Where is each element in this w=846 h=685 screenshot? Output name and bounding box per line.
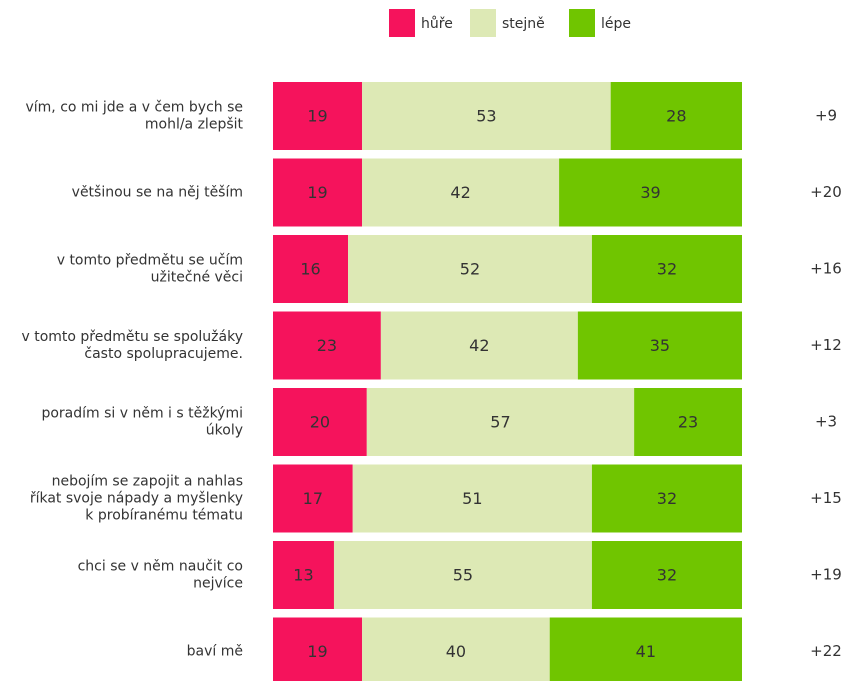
value-label: 57	[490, 413, 510, 432]
bar-segment	[333, 541, 592, 609]
value-label: 35	[650, 336, 670, 355]
value-label: 23	[678, 413, 698, 432]
bar-segment	[362, 158, 560, 227]
legend-label: lépe	[601, 16, 631, 32]
bar-segment	[591, 541, 742, 609]
value-label: 52	[460, 260, 480, 279]
net-label: +3	[815, 413, 837, 431]
value-label: 23	[317, 336, 337, 355]
bar-segment	[610, 82, 742, 150]
value-label: 53	[476, 107, 496, 126]
bar-segment	[549, 617, 742, 685]
value-label: 32	[657, 260, 677, 279]
net-label: +16	[810, 260, 842, 278]
category-label: často spolupracujeme.	[84, 346, 243, 362]
category-label: úkoly	[206, 423, 243, 439]
net-label: +15	[810, 489, 842, 507]
value-label: 40	[446, 642, 466, 661]
net-label: +12	[810, 336, 842, 354]
legend-swatch	[470, 9, 496, 37]
category-label: chci se v něm naučit co	[78, 559, 243, 575]
value-label: 20	[310, 413, 330, 432]
bar-segment	[273, 464, 353, 533]
bar-segment	[591, 235, 742, 303]
category-label: baví mě	[187, 644, 243, 660]
value-label: 55	[453, 566, 473, 585]
value-label: 42	[469, 336, 489, 355]
category-label: užitečné věci	[151, 270, 243, 286]
value-label: 19	[307, 642, 327, 661]
bar-segment	[380, 311, 578, 380]
bar-segment	[634, 388, 742, 456]
value-label: 16	[300, 260, 320, 279]
legend-label: stejně	[502, 16, 545, 32]
net-label: +22	[810, 642, 842, 660]
net-label: +9	[815, 107, 837, 125]
bar-segment	[273, 617, 363, 685]
value-label: 28	[666, 107, 686, 126]
bar-segment	[273, 388, 367, 456]
value-label: 42	[450, 183, 470, 202]
category-label: k probíranému tématu	[85, 508, 243, 524]
legend-label: hůře	[421, 16, 453, 32]
bar-segment	[273, 82, 363, 150]
legend-swatch	[569, 9, 595, 37]
bar-segment	[273, 541, 334, 609]
value-label: 51	[462, 489, 482, 508]
category-label: říkat svoje nápady a myšlenky	[30, 491, 243, 507]
legend-swatch	[389, 9, 415, 37]
bar-segment	[273, 311, 381, 380]
value-label: 19	[307, 183, 327, 202]
category-label: nejvíce	[193, 576, 243, 592]
bar-segment	[362, 82, 611, 150]
category-label: vím, co mi jde a v čem bych se	[25, 100, 243, 116]
value-label: 32	[657, 566, 677, 585]
value-label: 32	[657, 489, 677, 508]
net-label: +19	[810, 566, 842, 584]
category-label: většinou se na něj těším	[72, 185, 243, 201]
category-label: v tomto předmětu se spolužáky	[21, 329, 243, 345]
value-label: 19	[307, 107, 327, 126]
value-label: 41	[636, 642, 656, 661]
value-label: 13	[293, 566, 313, 585]
bar-segment	[366, 388, 635, 456]
category-label: v tomto předmětu se učím	[57, 253, 243, 269]
bar-segment	[577, 311, 742, 380]
category-label: nebojím se zapojit a nahlas	[52, 474, 243, 490]
bar-segment	[273, 235, 349, 303]
bar-segment	[352, 464, 592, 533]
value-label: 17	[303, 489, 323, 508]
bar-segment	[273, 158, 363, 227]
bar-segment	[362, 617, 550, 685]
bar-segment	[348, 235, 592, 303]
category-label: mohl/a zlepšit	[145, 117, 244, 133]
net-label: +20	[810, 183, 842, 201]
bar-segment	[591, 464, 742, 533]
category-label: poradím si v něm i s těžkými	[41, 406, 243, 422]
bar-segment	[559, 158, 742, 227]
value-label: 39	[640, 183, 660, 202]
